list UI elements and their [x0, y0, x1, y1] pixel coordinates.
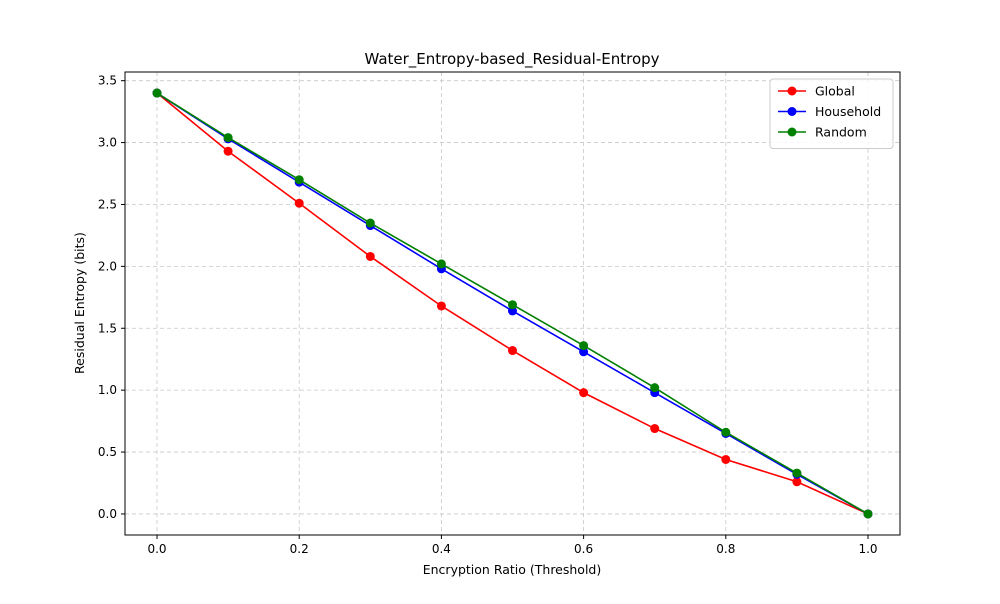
x-tick-label: 0.6 — [574, 542, 593, 556]
data-point-random — [436, 259, 446, 269]
plot-frame — [124, 71, 901, 536]
data-point-random — [223, 133, 233, 143]
y-tick-label: 3.5 — [98, 74, 117, 88]
data-point-household — [579, 347, 589, 357]
legend-label-household: Household — [815, 104, 881, 119]
data-point-random — [650, 383, 660, 393]
y-tick-label: 3.0 — [98, 136, 117, 150]
data-point-global — [365, 251, 375, 261]
data-point-global — [721, 454, 731, 464]
legend: Global Household Random — [769, 78, 894, 149]
data-point-random — [365, 218, 375, 228]
y-tick-label: 1.5 — [98, 321, 117, 335]
x-tick-label: 0.4 — [432, 542, 451, 556]
legend-marker-random — [787, 127, 797, 137]
series-layer — [152, 88, 873, 519]
data-point-random — [792, 468, 802, 478]
data-point-random — [294, 175, 304, 185]
data-point-global — [508, 346, 517, 356]
data-point-random — [579, 341, 589, 351]
x-tick-label: 0.0 — [147, 542, 166, 556]
data-point-global — [792, 477, 802, 487]
data-point-household — [508, 306, 517, 316]
y-tick-label: 0.5 — [98, 445, 117, 459]
data-point-random — [863, 509, 873, 519]
data-point-global — [579, 388, 589, 398]
data-point-global — [223, 146, 233, 156]
x-tick-label: 0.8 — [716, 542, 735, 556]
axes: 0.0 0.2 0.4 0.6 0.8 1.0 0.0 0.5 1.0 1.5 2.0 2.5 3.0 3… — [98, 71, 901, 556]
data-point-random — [721, 427, 731, 437]
x-tick-label: 0.2 — [290, 542, 309, 556]
chart-title: Water_Entropy-based_Residual-Entropy — [364, 50, 659, 69]
legend-box — [769, 78, 894, 149]
x-tick-label: 1.0 — [858, 542, 877, 556]
series-random — [152, 88, 873, 519]
data-point-global — [650, 424, 660, 434]
legend-marker-household — [787, 107, 797, 116]
y-tick-label: 0.0 — [98, 507, 117, 521]
legend-marker-global — [787, 86, 797, 96]
legend-label-random: Random — [815, 125, 867, 140]
data-point-global — [294, 198, 304, 208]
legend-label-global: Global — [815, 84, 855, 99]
data-point-global — [436, 301, 446, 311]
data-point-random — [508, 300, 517, 310]
data-point-random — [152, 88, 162, 98]
y-tick-label: 2.0 — [98, 259, 117, 273]
x-axis-label: Encryption Ratio (Threshold) — [423, 562, 602, 577]
y-tick-label: 2.5 — [98, 197, 117, 211]
y-axis-label: Residual Entropy (bits) — [72, 232, 87, 374]
y-tick-label: 1.0 — [98, 383, 117, 397]
series-global — [152, 88, 873, 519]
